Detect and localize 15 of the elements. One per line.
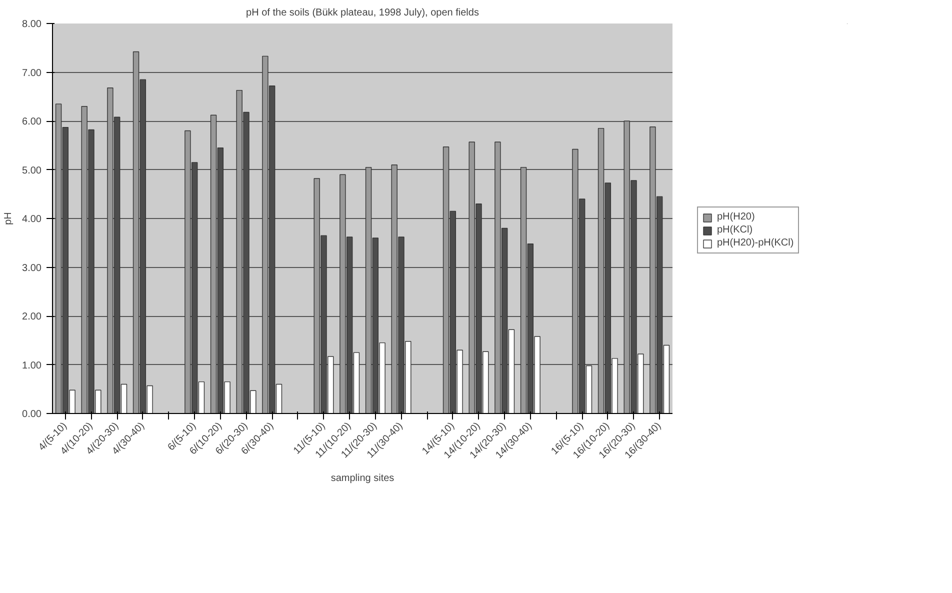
- y-tick-label: 8.00: [22, 19, 42, 30]
- chart-title: pH of the soils (Bükk plateau, 1998 July), open fields: [246, 8, 479, 18]
- legend-label: pH(KCl): [717, 224, 753, 236]
- y-tick-label: 2.00: [22, 312, 42, 322]
- y-tick-label: 0.00: [22, 409, 42, 420]
- y-axis-title: pH: [3, 212, 14, 225]
- y-tick-label: 6.00: [22, 116, 42, 128]
- y-tick-label: 1.00: [22, 360, 42, 372]
- y-tick-label: 4.00: [22, 214, 42, 225]
- x-axis-title: sampling sites: [330, 472, 394, 484]
- legend-label: pH(H20)-pH(KCl): [717, 238, 794, 248]
- y-tick-label: 5.00: [22, 165, 42, 176]
- y-tick-label: 7.00: [22, 68, 42, 79]
- legend-label: pH(H20): [717, 212, 755, 222]
- y-tick-label: 3.00: [22, 262, 42, 274]
